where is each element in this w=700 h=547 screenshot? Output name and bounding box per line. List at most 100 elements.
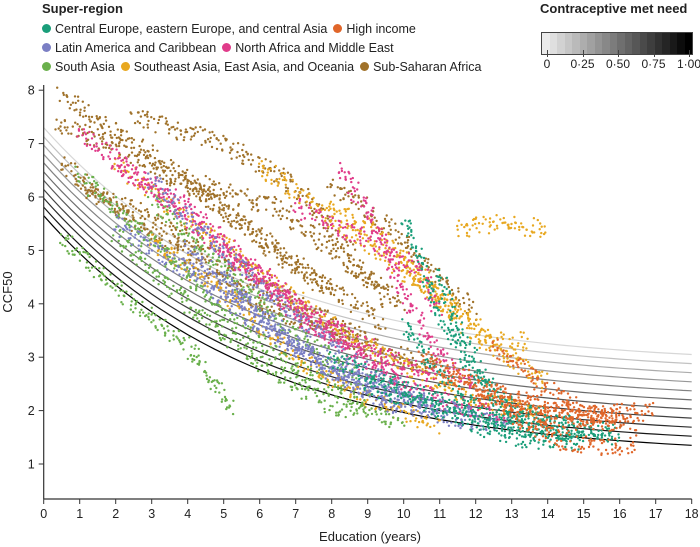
- data-point: [96, 183, 100, 187]
- data-point: [159, 227, 163, 230]
- data-point: [297, 220, 300, 223]
- data-point: [106, 191, 109, 194]
- data-point: [176, 121, 180, 124]
- data-point: [69, 162, 73, 165]
- data-point: [193, 179, 196, 182]
- data-point: [102, 156, 105, 159]
- data-point: [274, 356, 277, 359]
- data-point: [239, 273, 242, 276]
- data-point: [215, 147, 219, 151]
- data-point: [125, 139, 128, 142]
- data-point: [264, 238, 268, 241]
- data-point: [159, 215, 162, 218]
- data-point: [169, 178, 172, 181]
- data-point: [415, 366, 418, 369]
- data-point: [194, 241, 197, 244]
- data-point: [339, 161, 342, 165]
- data-point: [278, 303, 282, 306]
- data-point: [93, 266, 97, 269]
- data-point: [247, 308, 251, 311]
- data-point: [522, 331, 525, 334]
- data-point: [281, 285, 284, 288]
- data-point: [214, 325, 217, 328]
- data-point: [121, 138, 124, 142]
- data-point: [197, 354, 200, 357]
- data-point: [218, 194, 222, 197]
- data-point: [309, 224, 313, 227]
- data-point: [146, 115, 149, 118]
- data-point: [146, 195, 150, 199]
- data-point: [175, 289, 179, 292]
- data-point: [365, 348, 368, 351]
- data-point: [344, 226, 347, 229]
- data-point: [239, 338, 242, 342]
- data-point: [168, 294, 171, 298]
- data-point: [445, 359, 448, 362]
- data-point: [179, 286, 183, 290]
- data-point: [340, 324, 343, 328]
- data-point: [182, 138, 185, 142]
- data-point: [175, 264, 178, 268]
- data-point: [141, 110, 144, 113]
- data-point: [76, 165, 79, 169]
- data-point: [185, 231, 188, 235]
- data-point: [235, 216, 238, 219]
- data-point: [160, 166, 163, 169]
- data-point: [351, 338, 354, 341]
- data-point: [212, 252, 215, 255]
- data-point: [349, 329, 352, 332]
- data-point: [92, 133, 95, 136]
- data-point: [177, 174, 181, 177]
- data-point: [61, 243, 64, 247]
- data-point: [135, 154, 139, 158]
- data-point: [260, 246, 263, 249]
- data-point: [154, 161, 157, 164]
- data-point: [406, 347, 409, 350]
- data-point: [260, 232, 263, 235]
- data-point: [309, 273, 312, 277]
- data-point: [430, 293, 433, 297]
- data-point: [281, 289, 284, 293]
- data-point: [108, 157, 112, 161]
- data-point: [213, 134, 216, 137]
- data-point: [90, 183, 93, 186]
- data-point: [381, 318, 385, 321]
- data-point: [208, 376, 212, 379]
- data-point: [310, 267, 314, 270]
- data-point: [277, 381, 280, 384]
- data-point: [351, 333, 355, 336]
- data-point: [160, 203, 164, 207]
- data-point: [348, 331, 351, 335]
- data-point: [269, 169, 273, 173]
- data-point: [323, 338, 326, 341]
- data-point: [348, 402, 352, 405]
- data-point: [359, 334, 362, 337]
- data-point: [352, 345, 356, 348]
- data-point: [206, 138, 210, 141]
- data-point: [373, 325, 377, 328]
- data-point: [376, 226, 379, 229]
- data-point: [344, 208, 347, 211]
- data-point: [98, 275, 101, 278]
- data-point: [456, 301, 459, 304]
- data-point: [224, 290, 228, 293]
- data-point: [99, 137, 102, 140]
- data-point: [124, 245, 128, 248]
- data-point: [489, 224, 492, 227]
- data-point: [327, 352, 331, 356]
- data-point: [385, 214, 388, 217]
- data-point: [294, 261, 297, 264]
- data-point: [380, 359, 383, 363]
- data-point: [277, 182, 280, 185]
- data-point: [218, 198, 221, 201]
- data-point: [295, 263, 298, 266]
- data-point: [239, 278, 243, 282]
- data-point: [174, 170, 177, 173]
- data-point: [446, 279, 449, 282]
- data-point: [144, 191, 148, 194]
- data-point: [88, 125, 92, 129]
- data-point: [371, 352, 374, 355]
- data-point: [330, 286, 334, 290]
- data-point: [203, 370, 206, 374]
- data-point: [223, 260, 227, 264]
